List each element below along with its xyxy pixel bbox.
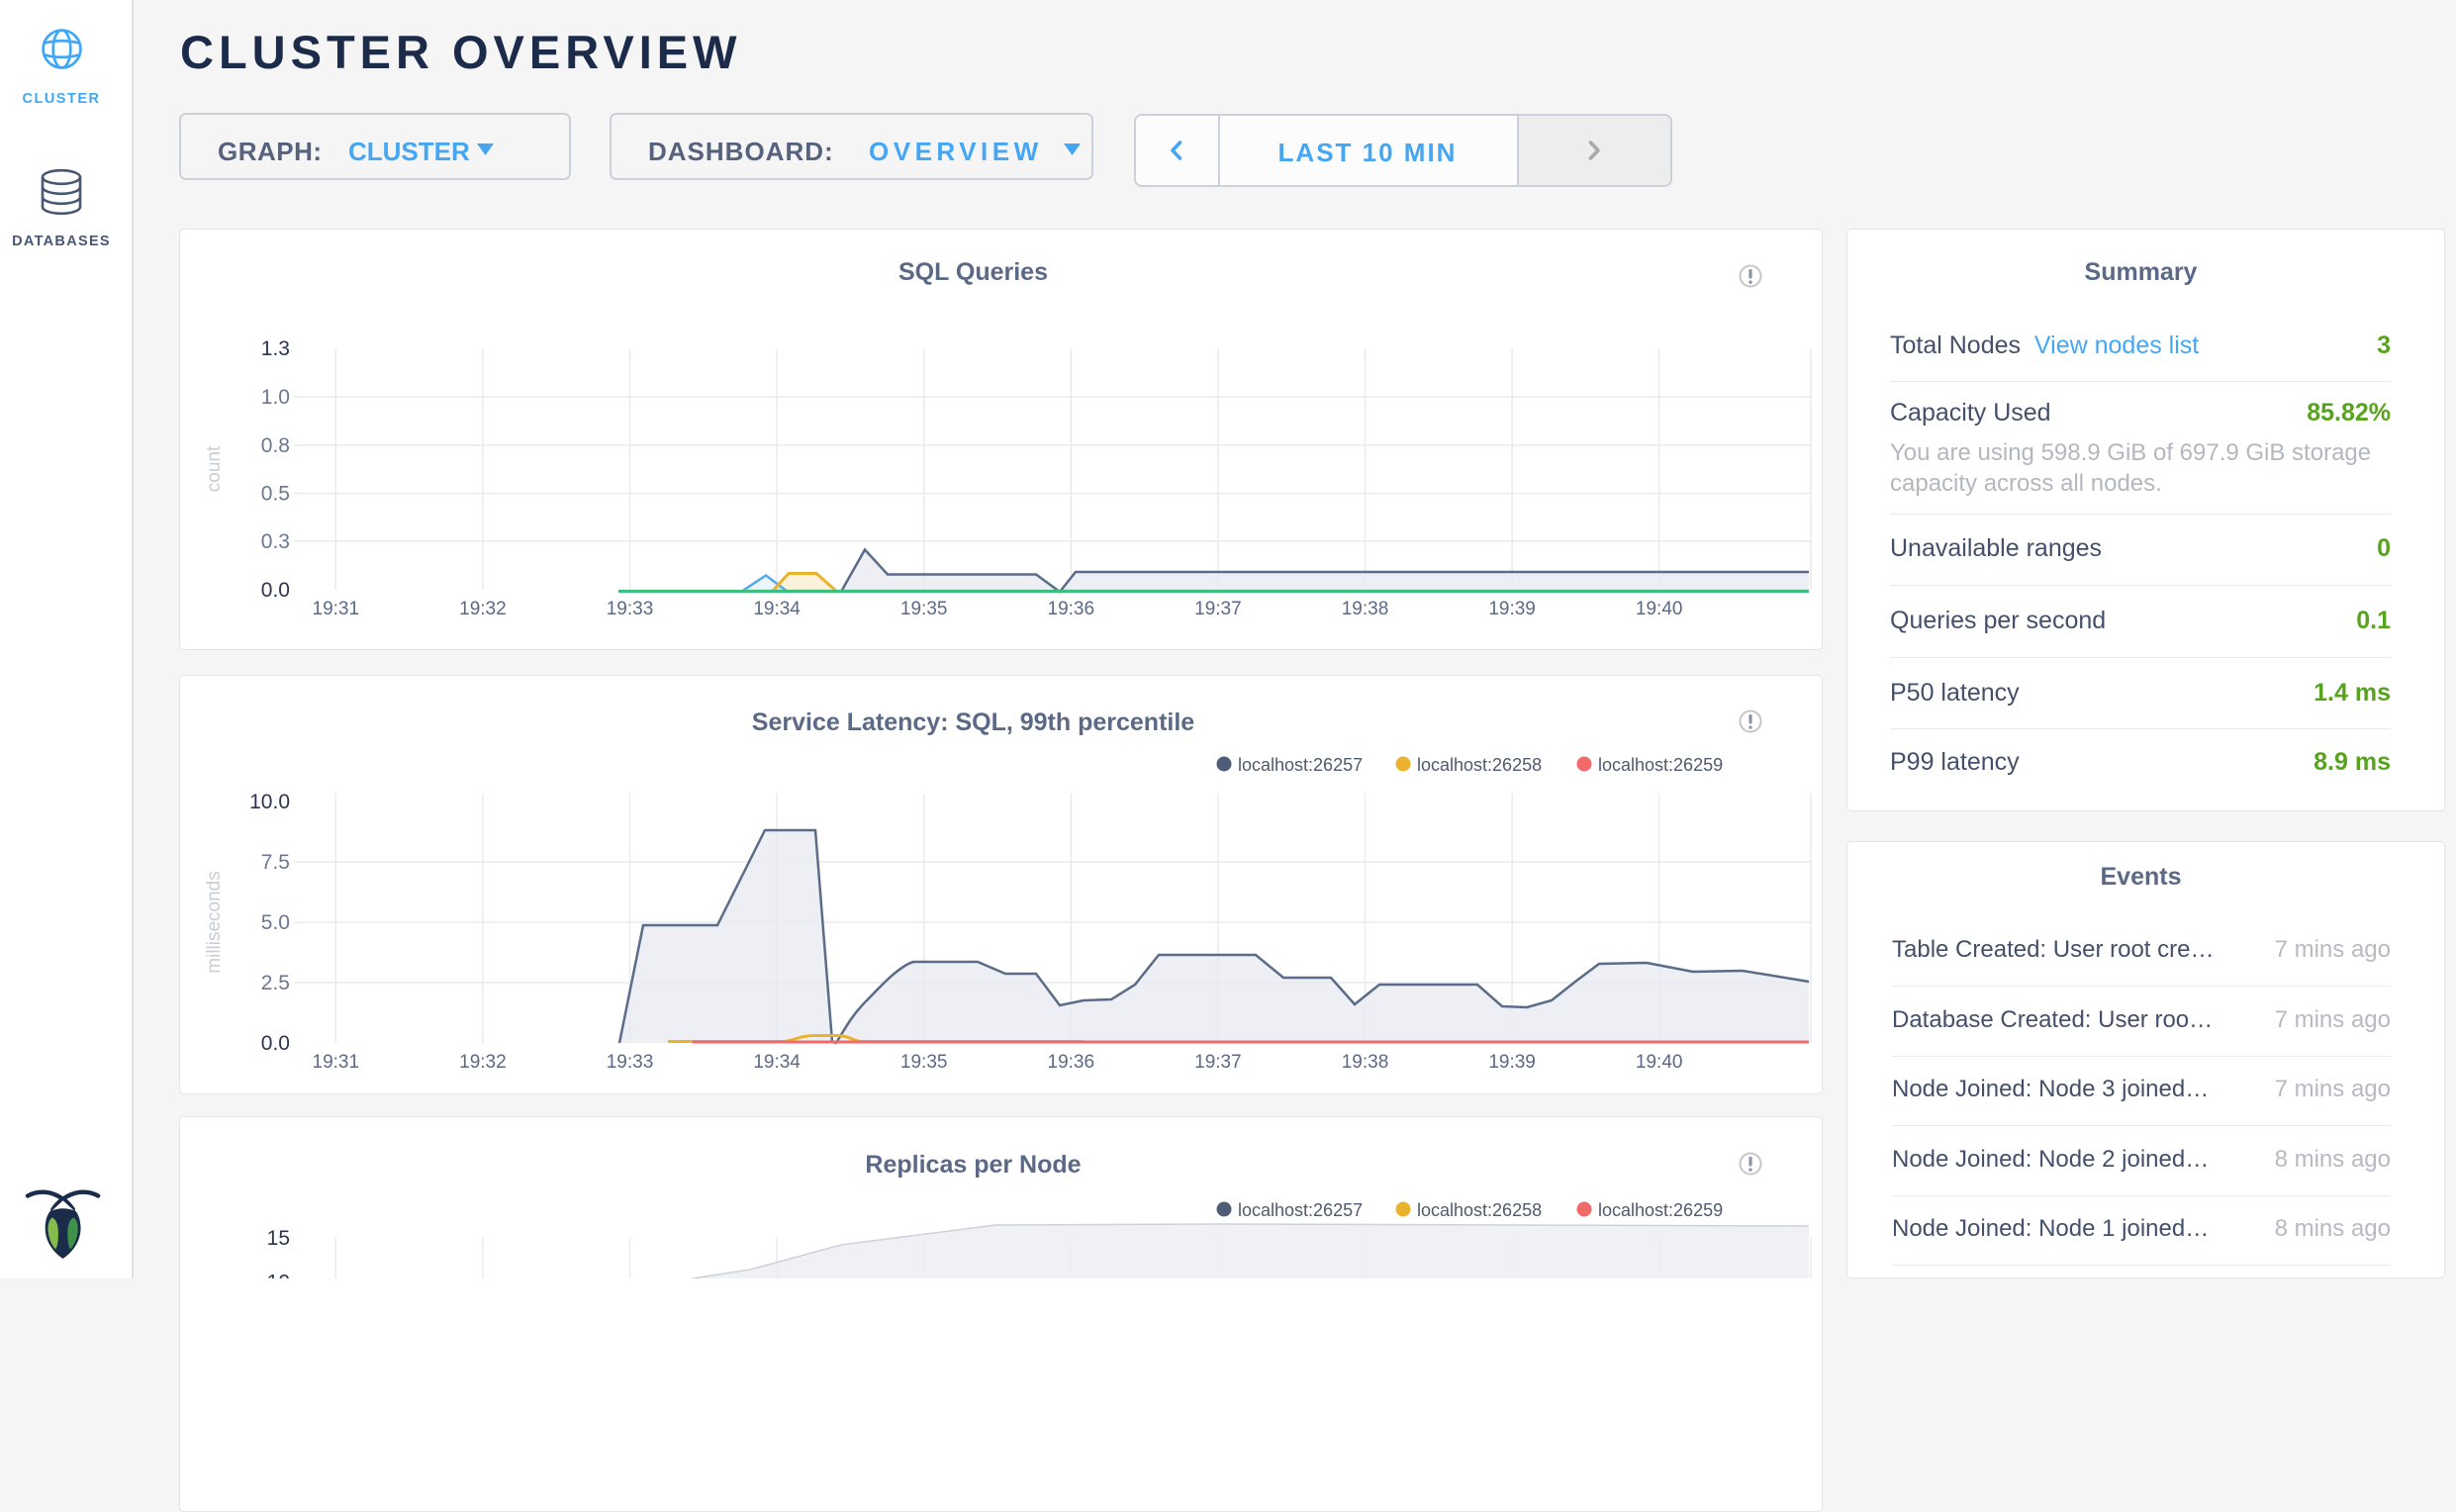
svg-text:19:38: 19:38 (1342, 1052, 1389, 1073)
svg-text:19:32: 19:32 (459, 599, 507, 619)
svg-text:localhost:26258: localhost:26258 (1417, 755, 1542, 775)
svg-text:5.0: 5.0 (261, 911, 290, 934)
svg-text:localhost:26259: localhost:26259 (1598, 1200, 1723, 1220)
svg-text:0.3: 0.3 (261, 530, 290, 553)
svg-text:count: count (204, 445, 225, 492)
svg-text:localhost:26257: localhost:26257 (1238, 755, 1363, 775)
svg-text:0.5: 0.5 (261, 483, 290, 506)
svg-text:15: 15 (267, 1227, 290, 1250)
svg-text:2.5: 2.5 (261, 972, 290, 994)
svg-text:19:33: 19:33 (607, 599, 654, 619)
svg-text:19:40: 19:40 (1636, 599, 1683, 619)
svg-text:19:35: 19:35 (900, 599, 948, 619)
svg-text:19:35: 19:35 (900, 1052, 948, 1073)
svg-text:0.8: 0.8 (261, 434, 290, 457)
svg-text:1.0: 1.0 (261, 386, 290, 409)
svg-text:19:31: 19:31 (313, 599, 360, 619)
svg-text:19:36: 19:36 (1048, 599, 1095, 619)
svg-text:19:34: 19:34 (753, 599, 801, 619)
svg-text:localhost:26257: localhost:26257 (1238, 1200, 1363, 1220)
svg-text:19:39: 19:39 (1488, 599, 1536, 619)
svg-text:19:37: 19:37 (1194, 599, 1242, 619)
svg-text:10: 10 (267, 1272, 290, 1279)
svg-text:19:37: 19:37 (1194, 1052, 1242, 1073)
svg-text:19:39: 19:39 (1488, 1052, 1536, 1073)
svg-text:19:40: 19:40 (1636, 1052, 1683, 1073)
svg-text:0.0: 0.0 (261, 1032, 290, 1055)
svg-text:19:33: 19:33 (607, 1052, 654, 1073)
svg-text:localhost:26259: localhost:26259 (1598, 755, 1723, 775)
svg-text:19:32: 19:32 (459, 1052, 507, 1073)
svg-text:7.5: 7.5 (261, 851, 290, 874)
svg-text:1.3: 1.3 (261, 337, 290, 360)
svg-text:19:36: 19:36 (1048, 1052, 1095, 1073)
svg-text:milliseconds: milliseconds (204, 871, 225, 973)
svg-text:19:38: 19:38 (1342, 599, 1389, 619)
svg-text:10.0: 10.0 (249, 791, 290, 813)
svg-text:localhost:26258: localhost:26258 (1417, 1200, 1542, 1220)
svg-text:19:34: 19:34 (753, 1052, 801, 1073)
svg-text:0.0: 0.0 (261, 579, 290, 602)
svg-text:19:31: 19:31 (313, 1052, 360, 1073)
